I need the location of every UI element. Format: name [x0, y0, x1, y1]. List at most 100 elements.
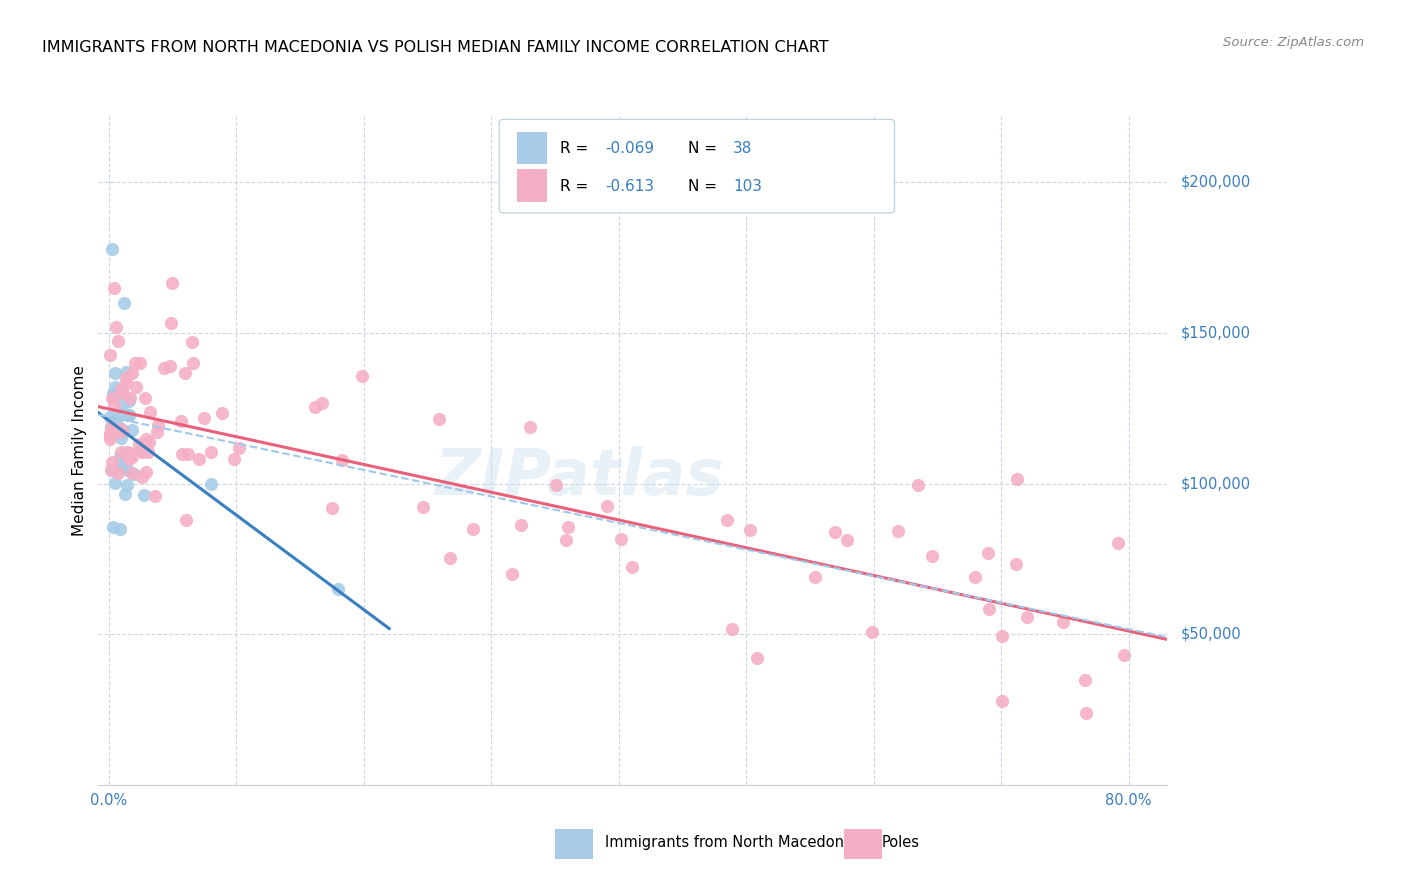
Point — [104, 475, 127, 490]
Point — [519, 420, 541, 434]
Text: $50,000: $50,000 — [1181, 627, 1241, 641]
Point — [104, 412, 127, 426]
Point — [120, 446, 142, 460]
Point — [745, 651, 768, 665]
Text: 38: 38 — [733, 141, 752, 155]
Point — [991, 629, 1014, 643]
Point — [138, 435, 160, 450]
Point — [107, 466, 129, 480]
Point — [159, 359, 181, 373]
Point — [118, 409, 141, 423]
Text: $100,000: $100,000 — [1181, 476, 1251, 491]
Point — [181, 356, 204, 370]
Point — [103, 390, 125, 404]
Point — [193, 410, 215, 425]
Point — [200, 445, 222, 459]
Point — [121, 450, 143, 464]
Point — [103, 417, 125, 432]
Point — [1005, 472, 1028, 486]
Point — [180, 334, 202, 349]
Point — [121, 466, 143, 480]
Point — [887, 524, 910, 538]
Point — [129, 356, 152, 370]
Point — [1114, 648, 1136, 663]
Point — [103, 386, 125, 401]
Point — [114, 366, 136, 380]
Text: -0.069: -0.069 — [605, 141, 654, 155]
Point — [352, 369, 374, 384]
Point — [304, 400, 326, 414]
Point — [174, 513, 197, 527]
Point — [1015, 609, 1038, 624]
Point — [115, 445, 138, 459]
Point — [114, 376, 136, 390]
Point — [108, 522, 131, 536]
Point — [110, 431, 132, 445]
Point — [98, 428, 121, 442]
Point — [330, 452, 353, 467]
Point — [111, 399, 134, 413]
Point — [610, 532, 633, 546]
Point — [721, 622, 744, 636]
Point — [111, 423, 134, 437]
Point — [104, 380, 127, 394]
Point — [139, 405, 162, 419]
Point — [118, 394, 141, 409]
Point — [117, 463, 139, 477]
Point — [110, 406, 132, 420]
Point — [804, 570, 827, 584]
Point — [620, 560, 643, 574]
Point — [835, 533, 858, 547]
Point — [103, 281, 125, 295]
Point — [132, 488, 155, 502]
Point — [98, 410, 121, 425]
Text: Poles: Poles — [882, 836, 920, 850]
Point — [979, 602, 1001, 616]
Point — [1052, 615, 1074, 630]
Point — [103, 398, 125, 412]
Text: Immigrants from North Macedonia: Immigrants from North Macedonia — [605, 836, 856, 850]
Point — [716, 513, 738, 527]
Point — [738, 523, 761, 537]
Point — [101, 391, 124, 405]
FancyBboxPatch shape — [499, 120, 894, 213]
Point — [1074, 673, 1097, 687]
Point — [177, 447, 200, 461]
Point — [461, 522, 484, 536]
Text: -0.613: -0.613 — [605, 178, 654, 194]
Point — [110, 454, 132, 468]
Point — [134, 392, 156, 406]
Point — [98, 348, 121, 362]
Point — [170, 447, 193, 461]
Point — [101, 463, 124, 477]
Point — [510, 517, 533, 532]
Point — [328, 582, 350, 596]
Text: 103: 103 — [733, 178, 762, 194]
Point — [118, 391, 141, 405]
Text: IMMIGRANTS FROM NORTH MACEDONIA VS POLISH MEDIAN FAMILY INCOME CORRELATION CHART: IMMIGRANTS FROM NORTH MACEDONIA VS POLIS… — [42, 40, 828, 55]
Point — [1076, 706, 1098, 720]
Point — [98, 432, 121, 446]
Point — [321, 500, 343, 515]
Point — [108, 450, 131, 465]
Point — [174, 366, 197, 380]
Point — [824, 524, 846, 539]
Point — [117, 451, 139, 466]
Point — [135, 433, 157, 447]
Point — [557, 520, 579, 534]
Point — [101, 455, 124, 469]
Point — [111, 385, 134, 400]
Point — [159, 316, 181, 330]
Text: ZIPatlas: ZIPatlas — [434, 446, 724, 508]
Point — [112, 295, 135, 310]
Text: R =: R = — [560, 178, 593, 194]
Point — [98, 426, 121, 441]
Point — [100, 420, 122, 434]
Point — [544, 477, 567, 491]
Text: N =: N = — [689, 141, 723, 155]
Point — [963, 570, 986, 584]
Point — [114, 370, 136, 384]
Point — [228, 442, 250, 456]
Point — [101, 242, 124, 256]
Point — [114, 487, 136, 501]
